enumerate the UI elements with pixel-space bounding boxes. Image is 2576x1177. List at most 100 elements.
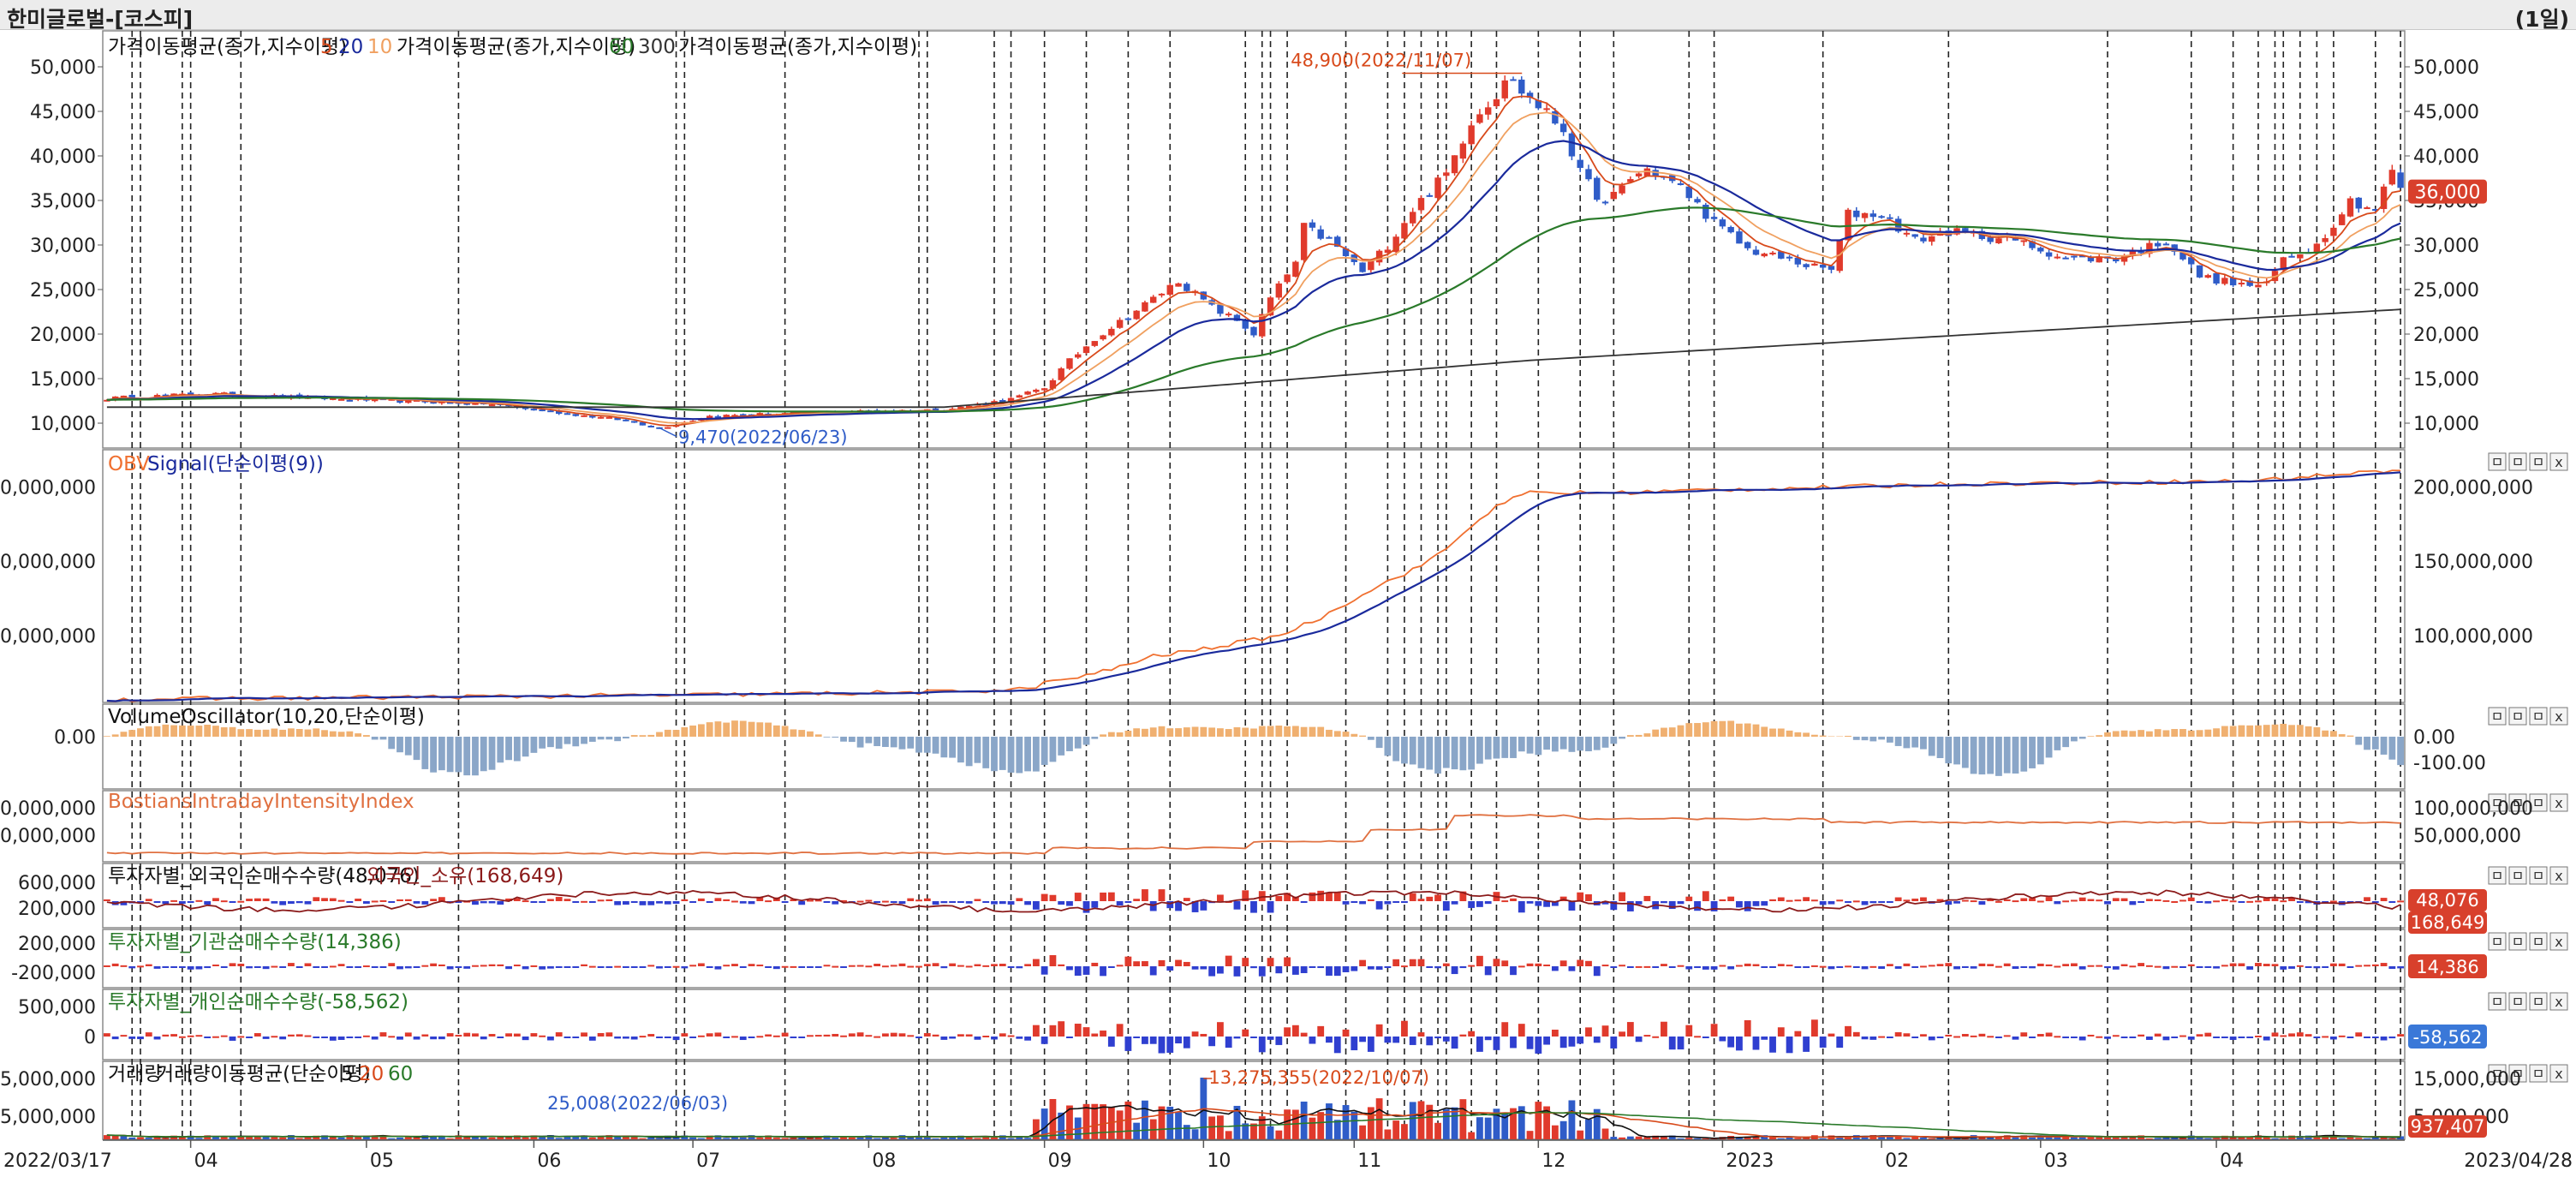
volume-bar xyxy=(965,1136,973,1139)
panel-button[interactable] xyxy=(2549,707,2568,726)
volume-bar xyxy=(446,1138,454,1139)
foreign-bar xyxy=(2229,900,2237,903)
panel-button[interactable] xyxy=(2529,992,2548,1011)
inst-bar xyxy=(1250,966,1257,969)
volume-bar xyxy=(1166,1106,1174,1139)
foreign-bar xyxy=(346,901,354,903)
panel-button[interactable] xyxy=(2508,1064,2527,1083)
inst-bars xyxy=(103,955,2405,977)
indiv-bar xyxy=(588,1037,596,1041)
inst-bar xyxy=(748,964,755,966)
candle-body xyxy=(104,399,110,402)
volume-bar xyxy=(874,1138,881,1139)
inst-bar xyxy=(2078,966,2086,970)
foreign-bar xyxy=(2263,898,2270,901)
volume-bar xyxy=(2238,1137,2245,1139)
panel-button[interactable] xyxy=(2529,707,2548,726)
inst-bar xyxy=(2305,966,2312,968)
candle-body xyxy=(405,399,412,403)
vo-bar xyxy=(162,724,170,737)
inst-bar xyxy=(1593,966,1601,977)
indiv-bar xyxy=(1200,1033,1208,1037)
candle-body xyxy=(539,409,546,412)
panel-foreign-frame xyxy=(102,863,2406,929)
panel-button[interactable] xyxy=(2508,452,2527,471)
volume-bar xyxy=(555,1138,563,1139)
volume-bar xyxy=(262,1136,270,1139)
volume-bar xyxy=(371,1135,379,1139)
volume-bar xyxy=(714,1135,722,1139)
indiv-bar xyxy=(128,1037,136,1039)
panel-button[interactable] xyxy=(2488,793,2507,812)
candle-body xyxy=(1853,210,1860,218)
inst-bar xyxy=(765,966,772,968)
indiv-bar xyxy=(220,1035,228,1037)
foreign-bar xyxy=(170,899,177,902)
panel-button[interactable] xyxy=(2488,707,2507,726)
volume-legend-item: 거래량이동평균(단순이평) xyxy=(156,1063,371,1085)
volume-bar xyxy=(237,1136,245,1139)
panel-button[interactable] xyxy=(2529,866,2548,885)
vo-bar xyxy=(1300,726,1308,737)
panel-button[interactable] xyxy=(2488,992,2507,1011)
panel-button[interactable] xyxy=(2508,793,2527,812)
panel-button[interactable] xyxy=(2549,1064,2568,1083)
panel-button[interactable] xyxy=(2529,932,2548,951)
inst-bar xyxy=(2213,966,2220,969)
foreign-bar xyxy=(564,899,571,901)
volume-bar xyxy=(1702,1138,1709,1139)
foreign-bar xyxy=(2255,900,2262,903)
vo-bar xyxy=(1175,728,1182,737)
panel-button[interactable] xyxy=(2488,866,2507,885)
panel-button[interactable] xyxy=(2529,793,2548,812)
panel-button[interactable] xyxy=(2508,932,2527,951)
indiv-bar xyxy=(2338,1035,2346,1037)
panel-button[interactable] xyxy=(2488,1064,2507,1083)
vo-bar xyxy=(204,725,212,737)
vo-bar xyxy=(647,734,655,737)
panel-button[interactable] xyxy=(2549,992,2568,1011)
panel-button[interactable] xyxy=(2488,452,2507,471)
foreign-bar xyxy=(1601,901,1609,905)
indiv-bar xyxy=(823,1034,831,1037)
panel-button[interactable] xyxy=(2508,992,2527,1011)
volume-bar xyxy=(2346,1135,2354,1139)
panel-button[interactable] xyxy=(2549,452,2568,471)
panel-button[interactable] xyxy=(2549,793,2568,812)
vo-bar xyxy=(1710,720,1718,737)
volume-bar xyxy=(765,1135,772,1139)
panel-button[interactable] xyxy=(2488,932,2507,951)
panel-button[interactable] xyxy=(2529,1064,2548,1083)
panel-button[interactable] xyxy=(2508,866,2527,885)
indiv-bar xyxy=(664,1037,671,1038)
vo-bar xyxy=(2397,737,2405,766)
panel-button[interactable] xyxy=(2549,866,2568,885)
inst-bar xyxy=(337,964,345,966)
volume-bar xyxy=(463,1136,471,1139)
inst-bar xyxy=(823,965,831,967)
vo-bar xyxy=(1794,732,1802,737)
indiv-bar xyxy=(999,1033,1006,1037)
panel-button[interactable] xyxy=(2549,932,2568,951)
volume-bar xyxy=(1501,1113,1509,1139)
foreign-bar xyxy=(212,898,219,901)
vo-bar xyxy=(1970,737,1977,774)
candle-body xyxy=(1929,236,1935,242)
indiv-bar xyxy=(195,1035,203,1037)
inst-bar xyxy=(220,966,228,968)
vo-bar xyxy=(1309,726,1316,737)
indiv-bar xyxy=(1024,1037,1031,1041)
vo-bar xyxy=(923,737,931,753)
bii-tick-right: 50,000,000 xyxy=(2413,826,2521,847)
volume-bar xyxy=(772,1138,780,1139)
foreign-bar xyxy=(1861,901,1869,905)
panel-button[interactable] xyxy=(2529,452,2548,471)
price-low-pointer xyxy=(659,427,677,438)
indiv-bar xyxy=(1166,1037,1174,1053)
vo-bar xyxy=(1291,726,1299,737)
volume-tick-left: 5,000,000 xyxy=(0,1107,96,1128)
vo-bar xyxy=(1183,727,1190,737)
panel-button[interactable] xyxy=(2508,707,2527,726)
foreign-bar xyxy=(999,901,1006,905)
